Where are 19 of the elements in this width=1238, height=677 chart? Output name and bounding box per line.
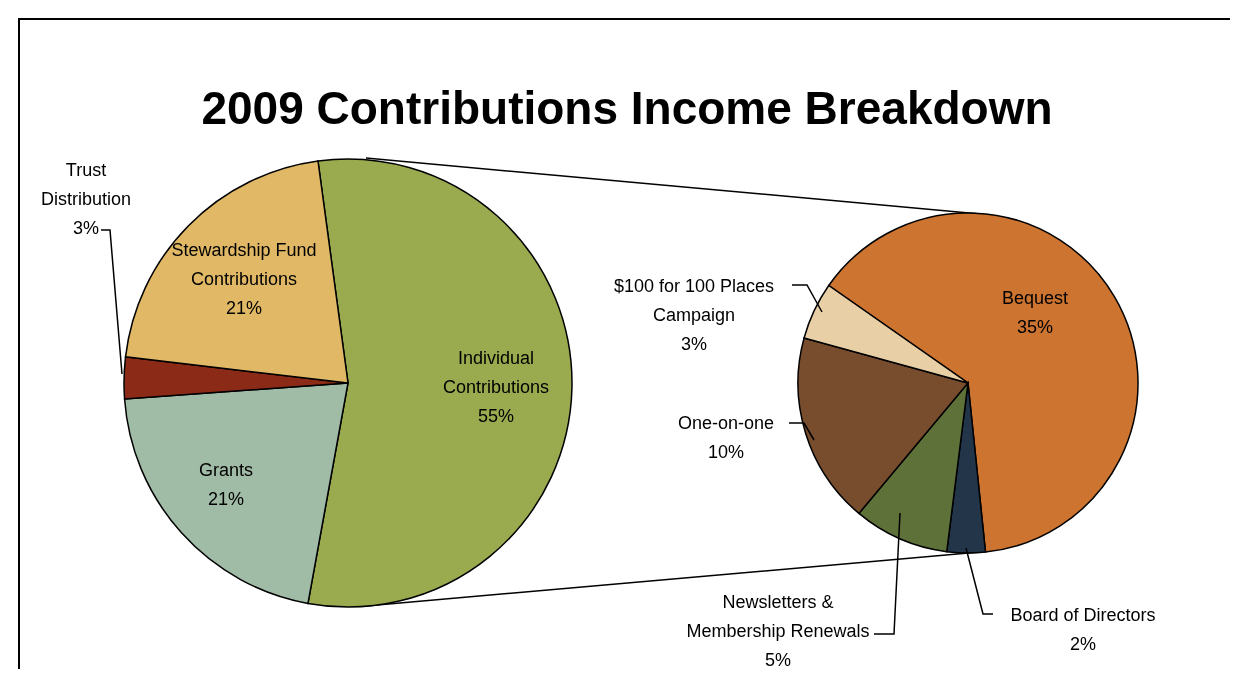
slice-label: $100 for 100 Places Campaign <box>613 276 775 325</box>
slice-label: Board of Directors <box>1010 605 1156 625</box>
slice-label: Grants <box>198 460 254 480</box>
data-label: 3% <box>680 334 708 354</box>
data-label: 5% <box>764 650 792 670</box>
slice-label: One-on-one <box>677 413 775 433</box>
data-label: 21% <box>225 298 263 318</box>
slice-label: Bequest <box>1001 288 1069 308</box>
slice-label: Trust Distribution <box>40 160 132 209</box>
data-label: 3% <box>72 218 100 238</box>
data-label: 55% <box>477 406 515 426</box>
data-label: 21% <box>207 489 245 509</box>
slice-label: Individual Contributions <box>442 348 550 397</box>
data-label: 35% <box>1016 317 1054 337</box>
slice-label: Stewardship Fund Contributions <box>171 240 317 289</box>
data-label: 10% <box>707 442 745 462</box>
slice-label: Newsletters & Membership Renewals <box>686 592 870 641</box>
data-label: 2% <box>1069 634 1097 654</box>
chart-title: 2009 Contributions Income Breakdown <box>201 82 1053 134</box>
